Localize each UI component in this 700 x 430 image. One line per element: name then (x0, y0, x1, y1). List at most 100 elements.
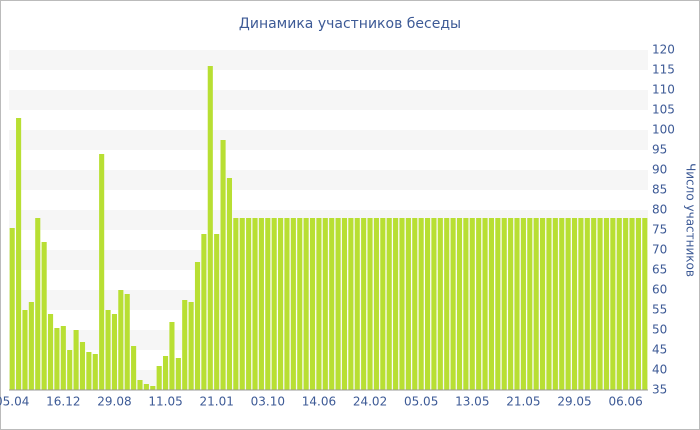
bar (41, 242, 47, 390)
y-tick-label: 120 (652, 43, 675, 57)
bar (412, 218, 418, 390)
bar (258, 218, 264, 390)
bar (175, 358, 181, 390)
bar (482, 218, 488, 390)
bar (610, 218, 616, 390)
bar (591, 218, 597, 390)
bar (597, 218, 603, 390)
grid-band (9, 90, 648, 110)
grid-band (9, 210, 648, 230)
x-tick-label: 03.10 (251, 395, 285, 409)
bar (105, 310, 111, 390)
bar (437, 218, 443, 390)
x-tick-label: 06.06 (608, 395, 642, 409)
bar (520, 218, 526, 390)
bar (501, 218, 507, 390)
bar (469, 218, 475, 390)
grid-band (9, 250, 648, 270)
y-tick-label: 60 (652, 283, 667, 297)
bar (194, 262, 201, 390)
y-tick-label: 45 (652, 343, 667, 357)
y-tick-label: 40 (652, 363, 667, 377)
bar (239, 218, 245, 390)
x-tick-label: 21.01 (199, 395, 233, 409)
y-tick-label: 100 (652, 123, 675, 137)
bar (456, 218, 463, 390)
bar (380, 218, 386, 390)
bar (450, 218, 456, 390)
x-tick-label: 11.05 (148, 395, 182, 409)
y-tick-label: 85 (652, 183, 667, 197)
bar (162, 356, 169, 390)
bar (476, 218, 482, 390)
bar (373, 218, 379, 390)
bar (418, 218, 424, 390)
bar (616, 218, 622, 390)
bar (508, 218, 514, 390)
bar (444, 218, 450, 390)
bar (424, 218, 431, 390)
y-axis-title: Число участников (684, 163, 698, 277)
bar (533, 218, 539, 390)
bar (278, 218, 284, 390)
bar (201, 234, 207, 390)
bar (60, 326, 66, 390)
bar (399, 218, 405, 390)
bar (405, 218, 411, 390)
y-tick-label: 65 (652, 263, 667, 277)
bar (584, 218, 590, 390)
grid-band (9, 370, 648, 390)
bar (111, 314, 117, 390)
bar (214, 234, 220, 390)
bar (629, 218, 635, 390)
bar (603, 218, 610, 390)
grid-band (9, 290, 648, 310)
bar (246, 218, 252, 390)
y-tick-label: 55 (652, 303, 667, 317)
bar (540, 218, 546, 390)
bar (150, 386, 156, 390)
bar (463, 218, 469, 390)
y-tick-label: 75 (652, 223, 667, 237)
grid-band (9, 330, 648, 350)
bar (559, 218, 565, 390)
bar (86, 352, 92, 390)
x-tick-label: 14.06 (302, 395, 336, 409)
bar (297, 218, 303, 390)
bar (527, 218, 533, 390)
bar (124, 294, 130, 390)
y-tick-label: 90 (652, 163, 667, 177)
bar (495, 218, 501, 390)
grid-band (9, 170, 648, 190)
y-tick-label: 95 (652, 143, 667, 157)
bar (393, 218, 399, 390)
bar (54, 328, 60, 390)
bar (635, 218, 641, 390)
bar (99, 154, 105, 390)
bar (47, 314, 54, 390)
bar (35, 218, 41, 390)
bar (131, 346, 137, 390)
bar (252, 218, 258, 390)
bar (571, 218, 578, 390)
y-tick-label: 110 (652, 83, 675, 97)
bar (386, 218, 392, 390)
bar (182, 300, 188, 390)
bar (118, 290, 124, 390)
bar (578, 218, 584, 390)
bar (623, 218, 629, 390)
bar (22, 310, 28, 390)
y-tick-label: 105 (652, 103, 675, 117)
bar (220, 140, 226, 390)
bar (284, 218, 290, 390)
bar (348, 218, 354, 390)
grid-band (9, 130, 648, 150)
bar (322, 218, 328, 390)
bar (156, 366, 162, 390)
chart-title: Динамика участников беседы (239, 16, 461, 32)
bar (341, 218, 348, 390)
bar (309, 218, 316, 390)
bar (73, 330, 79, 390)
bar (514, 218, 520, 390)
